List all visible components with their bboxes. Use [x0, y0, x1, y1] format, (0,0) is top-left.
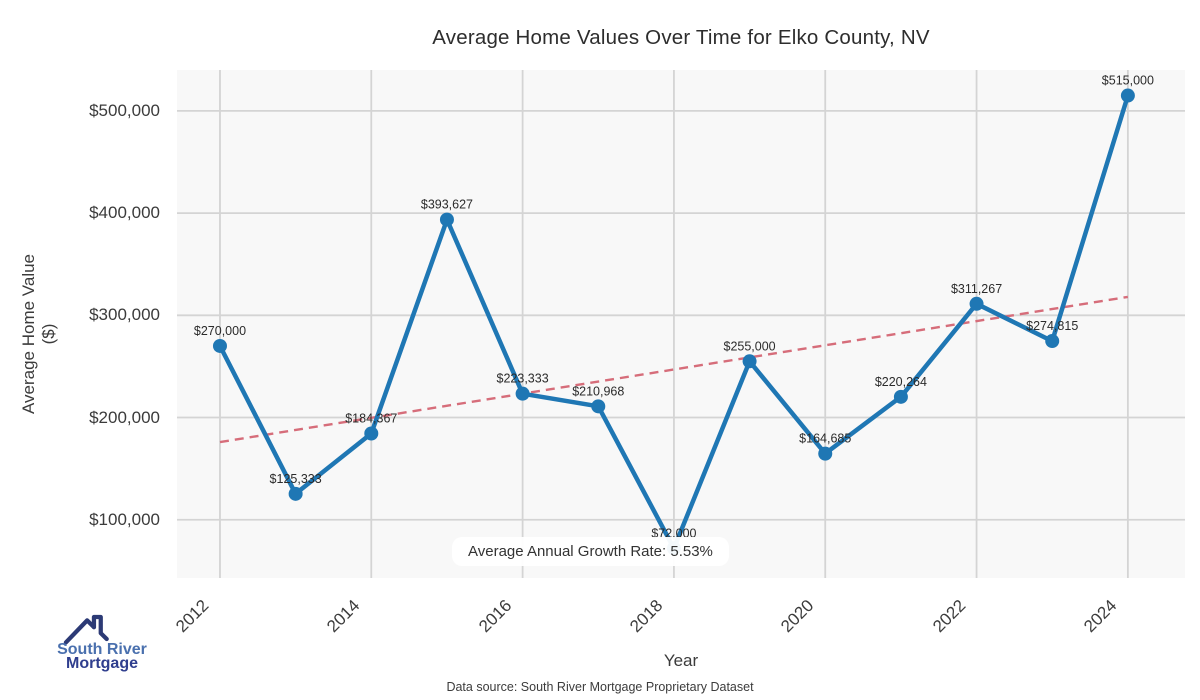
x-tick-label: 2022 — [928, 595, 969, 637]
logo-text-line1: South River — [57, 641, 147, 658]
data-point-label: $393,627 — [421, 198, 473, 212]
y-tick-label: $100,000 — [89, 509, 160, 529]
y-axis-label: Average Home Value ($) — [19, 253, 58, 415]
data-point — [1045, 334, 1060, 349]
data-point — [515, 386, 530, 401]
y-tick-label: $300,000 — [89, 305, 160, 325]
house-roof-icon — [63, 614, 109, 645]
x-tick-label: 2024 — [1080, 595, 1121, 637]
x-tick-label: 2016 — [474, 595, 515, 637]
data-point-label: $223,333 — [497, 372, 549, 386]
y-tick-label: $400,000 — [89, 203, 160, 223]
data-point-label: $255,000 — [724, 339, 776, 353]
data-point-label: $270,000 — [194, 324, 246, 338]
data-point — [212, 338, 227, 353]
logo-text-line2: Mortgage — [66, 655, 138, 672]
data-point — [591, 399, 606, 414]
data-point-label: $515,000 — [1102, 74, 1154, 88]
data-point-label: $72,000 — [651, 526, 696, 540]
data-point-label: $274,815 — [1026, 319, 1078, 333]
data-point-label: $220,264 — [875, 375, 927, 389]
growth-rate-annotation: Average Annual Growth Rate: 5.53% — [452, 537, 729, 566]
data-point — [818, 446, 833, 461]
data-point — [1120, 88, 1135, 103]
x-axis-label: Year — [663, 651, 699, 670]
data-point — [893, 389, 908, 404]
data-point-label: $184,367 — [345, 412, 397, 426]
chart-title: Average Home Values Over Time for Elko C… — [432, 26, 930, 49]
plot-area: $270,000 $125,333 $184,367 $393,627 $223,333… — [177, 70, 1185, 578]
data-point-label: $125,333 — [270, 472, 322, 486]
data-point-label: $210,968 — [572, 384, 624, 398]
company-logo: South River Mortgage — [22, 611, 182, 672]
y-tick-label: $200,000 — [89, 407, 160, 427]
x-tick-label: 2020 — [777, 595, 818, 637]
data-point-label: $311,267 — [951, 282, 1002, 296]
data-point — [742, 354, 757, 369]
data-point — [364, 426, 379, 441]
y-tick-label: $500,000 — [89, 100, 160, 120]
data-point — [969, 296, 984, 311]
data-source-note: Data source: South River Mortgage Propri… — [446, 680, 754, 694]
x-tick-label: 2014 — [323, 595, 364, 637]
line-chart: $270,000 $125,333 $184,367 $393,627 $223,333… — [177, 70, 1185, 578]
data-point-label: $164,685 — [799, 432, 851, 446]
data-point — [288, 486, 303, 501]
trend-line — [219, 295, 1129, 444]
data-point — [439, 212, 454, 227]
x-tick-label: 2018 — [626, 595, 667, 637]
